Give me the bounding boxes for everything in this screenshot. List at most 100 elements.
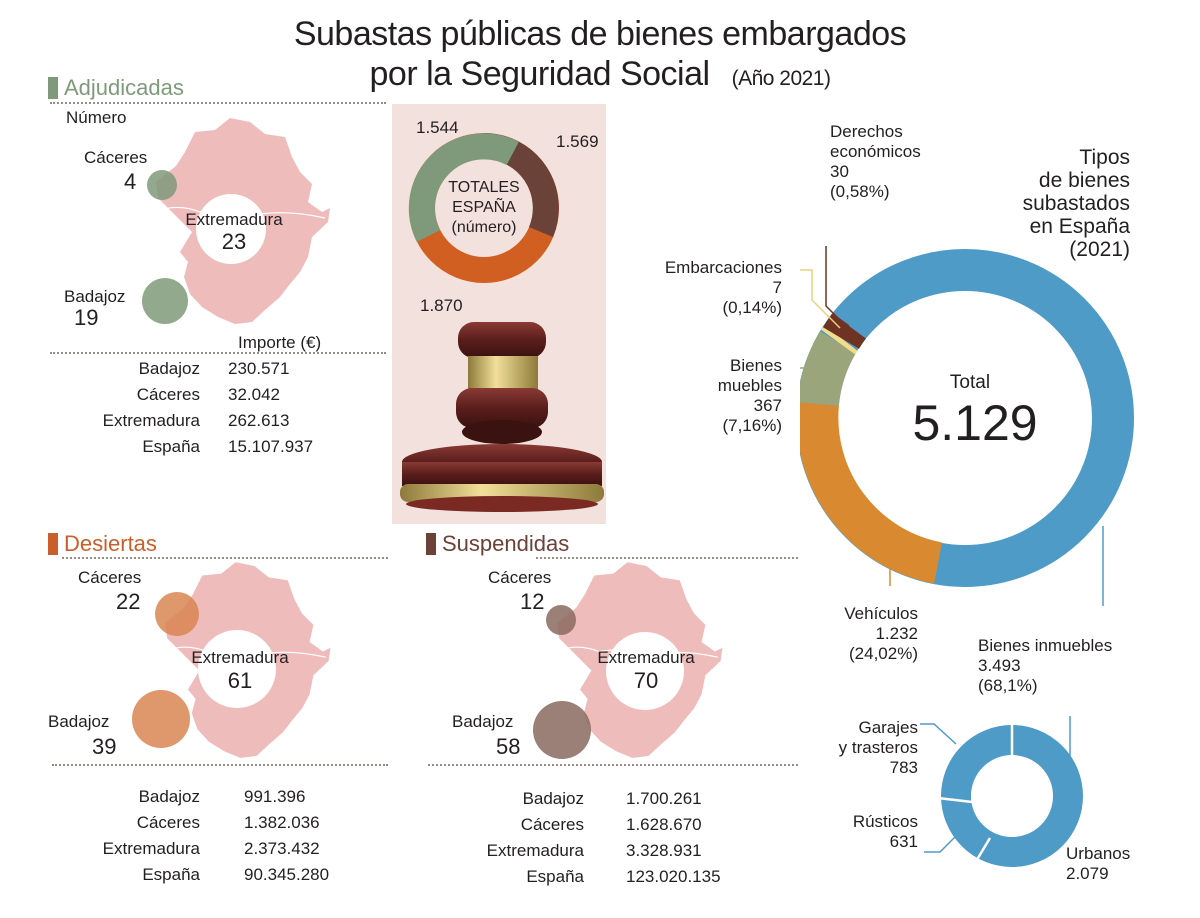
divider	[50, 102, 386, 104]
label-line: 30	[830, 162, 849, 181]
suspendidas-badajoz-label: Badajoz	[452, 712, 514, 731]
adjudicadas-caceres-label: Cáceres	[84, 148, 148, 167]
desiertas-caceres-value: 22	[116, 589, 141, 614]
label-line: (0,14%)	[722, 298, 782, 317]
totales-donut-chart	[408, 133, 559, 283]
suspendidas-heading: Suspendidas	[426, 530, 569, 558]
desiertas-extremadura-label: Extremadura	[191, 648, 289, 667]
table-row: Extremadura 2.373.432	[50, 836, 329, 862]
adjudicadas-badajoz-bubble	[142, 278, 188, 324]
adjudicadas-caceres-value: 4	[124, 169, 137, 194]
totales-center-label: TOTALES ESPAÑA (número)	[412, 178, 556, 238]
table-row: Extremadura 262.613	[50, 408, 313, 434]
totales-line3: (número)	[451, 219, 517, 236]
label-line: (68,1%)	[978, 676, 1038, 695]
row-label: Extremadura	[486, 841, 584, 860]
adjudicadas-extremadura-value: 23	[221, 229, 247, 254]
desiertas-caceres-label: Cáceres	[78, 568, 142, 587]
label-line: (0,58%)	[830, 182, 890, 201]
row-value: 3.328.931	[626, 841, 702, 860]
label-line: (7,16%)	[722, 416, 782, 435]
row-label: Cáceres	[520, 815, 584, 834]
table-row: Badajoz 991.396	[50, 784, 329, 810]
row-label: Badajoz	[522, 789, 584, 808]
rusticos-label: Rústicos 631	[818, 812, 918, 852]
label-line: Embarcaciones	[664, 258, 782, 277]
adjudicadas-heading: Adjudicadas	[48, 74, 184, 102]
suspendidas-caceres-value: 12	[520, 589, 545, 614]
divider	[428, 764, 798, 766]
row-label: Extremadura	[102, 839, 200, 858]
label-line: Bienes	[730, 356, 782, 375]
row-value: 230.571	[228, 359, 290, 378]
inmuebles-label: Bienes inmuebles 3.493 (68,1%)	[978, 636, 1112, 696]
title-line1: Subastas públicas de bienes embargados	[293, 15, 907, 53]
row-value: 1.700.261	[626, 789, 702, 808]
suspendidas-caceres-bubble	[546, 605, 576, 635]
suspendidas-heading-text: Suspendidas	[442, 531, 570, 556]
adjudicadas-extremadura-label: Extremadura	[185, 210, 283, 229]
label-line: Bienes inmuebles	[978, 636, 1113, 655]
divider	[50, 352, 386, 354]
tipos-heading-line: subastados	[1022, 192, 1130, 215]
row-value: 1.382.036	[244, 813, 320, 832]
table-row: Cáceres 1.628.670	[434, 812, 721, 838]
desiertas-extremadura-value: 61	[227, 668, 253, 693]
row-label: Cáceres	[136, 385, 200, 404]
divider	[52, 764, 388, 766]
importe-header: Importe (€)	[238, 333, 322, 352]
desiertas-color-bar	[48, 533, 58, 555]
row-value: 1.628.670	[626, 815, 702, 834]
table-row: España 90.345.280	[50, 862, 329, 888]
suspendidas-color-bar	[426, 533, 436, 555]
label-line: 3.493	[978, 656, 1021, 675]
desiertas-heading-text: Desiertas	[64, 531, 157, 556]
gavel-icon	[400, 322, 604, 512]
row-label: Extremadura	[102, 411, 200, 430]
row-label: Badajoz	[138, 359, 200, 378]
adjudicadas-caceres-bubble	[147, 170, 177, 200]
row-label: España	[142, 865, 200, 884]
vehiculos-label: Vehículos 1.232 (24,02%)	[800, 604, 918, 664]
desiertas-caceres-bubble	[155, 592, 199, 636]
table-row: España 123.020.135	[434, 864, 721, 890]
desiertas-heading: Desiertas	[48, 530, 157, 558]
desiertas-importe-table: Badajoz 991.396 Cáceres 1.382.036 Extremad…	[50, 784, 329, 888]
divider	[536, 557, 798, 559]
inmuebles-donut-chart	[920, 716, 1083, 869]
suspendidas-importe-table: Badajoz 1.700.261 Cáceres 1.628.670 Extrem…	[434, 786, 721, 890]
row-value: 123.020.135	[626, 867, 721, 886]
extremadura-center	[606, 632, 684, 710]
label-line: económicos	[830, 142, 921, 161]
label-line: (24,02%)	[849, 644, 918, 663]
adjudicadas-importe-table: Badajoz 230.571 Cáceres 32.042 Extremadura…	[50, 356, 313, 460]
row-label: Badajoz	[138, 787, 200, 806]
divider	[62, 557, 388, 559]
tipos-donut-chart	[800, 246, 1134, 606]
totales-desiertas-value: 1.870	[420, 296, 463, 315]
adjudicadas-subheading: Número	[66, 108, 127, 127]
suspendidas-extremadura-value: 70	[633, 668, 659, 693]
garajes-label: Garajes y trasteros 783	[806, 718, 918, 778]
tipos-heading-line: de bienes	[1038, 169, 1130, 192]
label-line: muebles	[717, 376, 782, 395]
desiertas-badajoz-label: Badajoz	[48, 712, 110, 731]
page-title: Subastas públicas de bienes embargados p…	[0, 14, 1200, 99]
suspendidas-badajoz-bubble	[533, 701, 591, 759]
row-value: 32.042	[228, 385, 280, 404]
desiertas-badajoz-bubble	[132, 690, 190, 748]
adjudicadas-badajoz-value: 19	[74, 305, 99, 330]
suspendidas-extremadura-label: Extremadura	[597, 648, 695, 667]
label-line: 1.232	[875, 624, 918, 643]
row-value: 90.345.280	[244, 865, 330, 884]
row-label: Cáceres	[136, 813, 200, 832]
suspendidas-caceres-label: Cáceres	[488, 568, 552, 587]
totales-line1: TOTALES	[448, 179, 520, 196]
label-line: 2.079	[1066, 864, 1109, 883]
totales-suspendidas-value: 1.569	[556, 132, 599, 151]
tipos-heading: Tipos de bienes subastados en España (20…	[990, 146, 1130, 261]
muebles-label: Bienes muebles 367 (7,16%)	[660, 356, 782, 436]
tipos-heading-line: en España	[1029, 215, 1130, 238]
suspendidas-badajoz-value: 58	[496, 734, 521, 759]
table-row: Extremadura 3.328.931	[434, 838, 721, 864]
